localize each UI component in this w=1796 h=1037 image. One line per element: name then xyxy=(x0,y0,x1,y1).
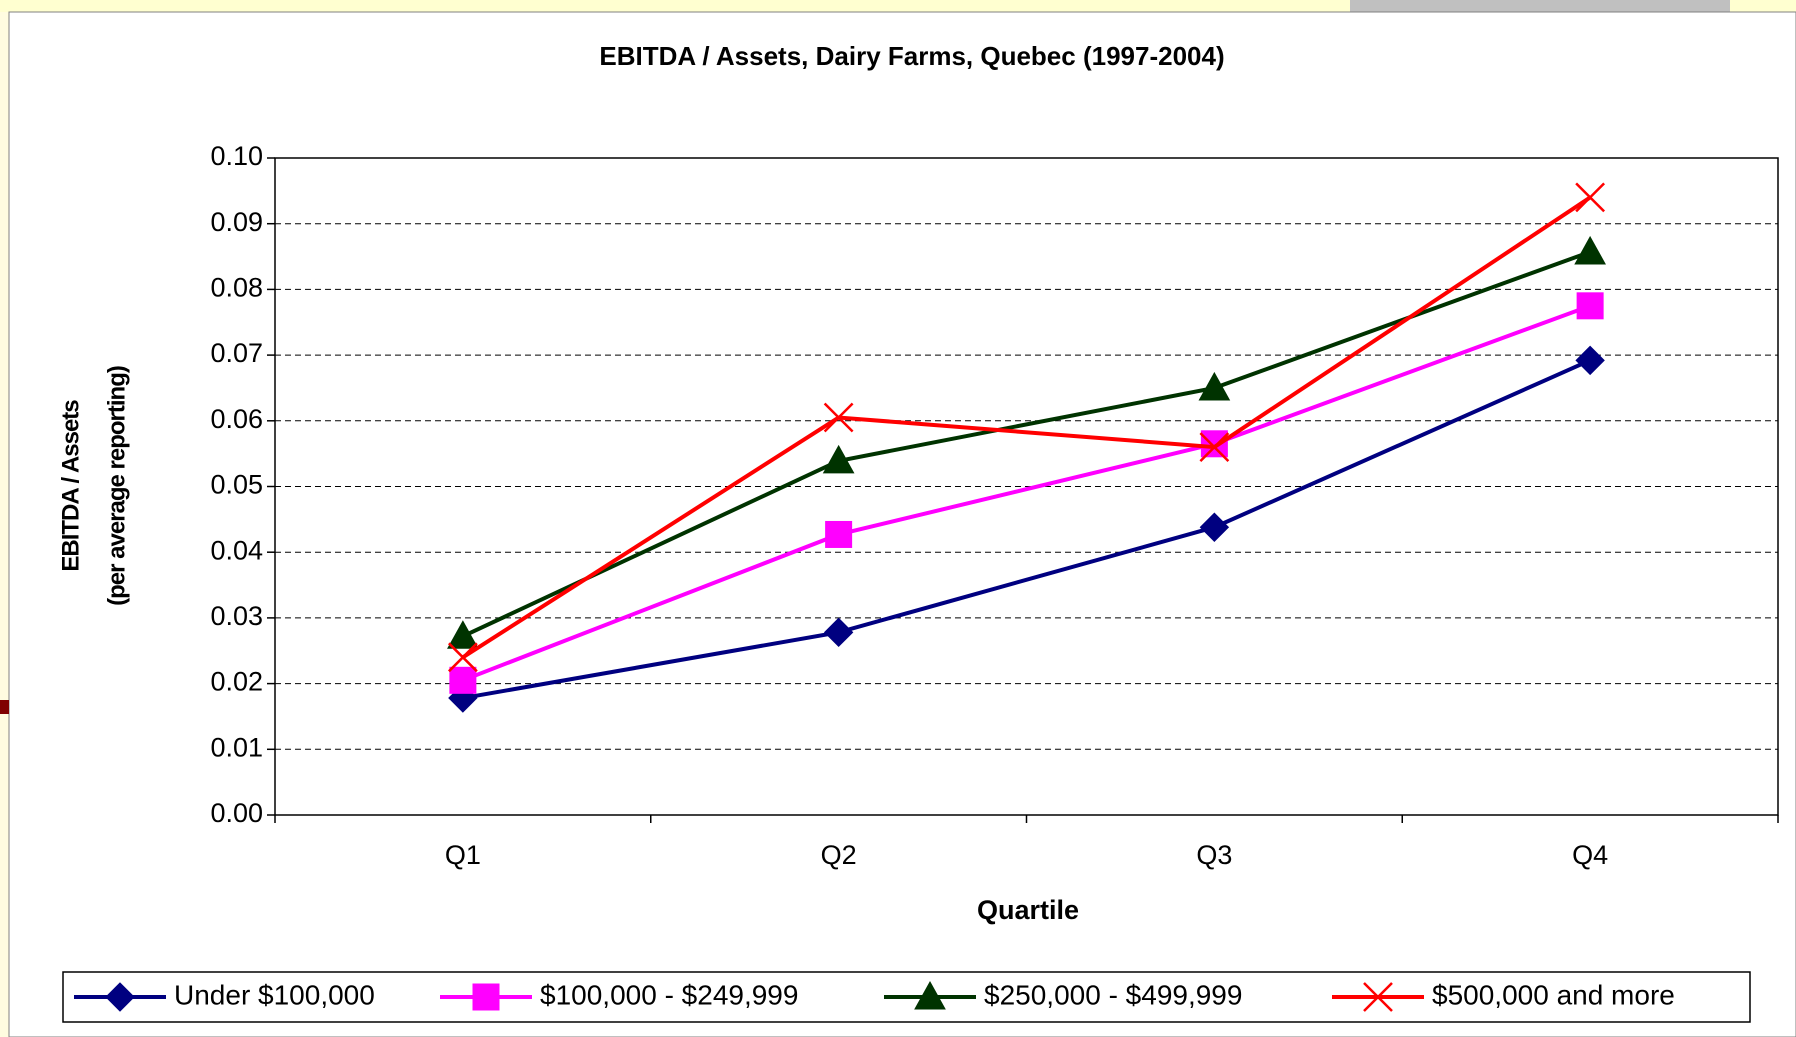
y-tick-label: 0.05 xyxy=(210,470,263,500)
legend-marker xyxy=(105,982,135,1012)
legend-marker xyxy=(1363,982,1393,1012)
data-point xyxy=(823,617,854,648)
legend-label: $100,000 - $249,999 xyxy=(540,979,798,1010)
y-axis-title: (per average reporting) xyxy=(103,366,130,606)
legend-label: Under $100,000 xyxy=(174,979,375,1010)
legend-marker xyxy=(472,983,500,1011)
legend-label: $250,000 - $499,999 xyxy=(984,979,1242,1010)
data-point xyxy=(1575,182,1606,213)
x-tick-label: Q3 xyxy=(1196,840,1232,870)
y-tick-label: 0.07 xyxy=(210,338,263,368)
y-tick-label: 0.08 xyxy=(210,273,263,303)
data-point xyxy=(447,642,478,673)
data-point xyxy=(1575,345,1605,376)
data-point xyxy=(449,666,477,694)
data-point xyxy=(1198,371,1231,401)
y-tick-label: 0.03 xyxy=(210,601,263,631)
y-tick-label: 0.06 xyxy=(210,404,263,434)
x-tick-label: Q4 xyxy=(1572,840,1608,870)
top-strip xyxy=(0,0,1796,12)
y-tick-label: 0.10 xyxy=(210,141,263,171)
y-tick-label: 0.00 xyxy=(210,798,263,828)
legend-marker xyxy=(914,980,946,1010)
series-line xyxy=(461,195,1592,660)
y-tick-label: 0.09 xyxy=(210,207,263,237)
y-tick-label: 0.01 xyxy=(210,732,263,762)
data-point xyxy=(1199,432,1230,462)
y-tick-label: 0.04 xyxy=(210,535,263,565)
data-point xyxy=(1199,512,1230,542)
data-point xyxy=(1576,292,1604,320)
x-tick-label: Q1 xyxy=(445,840,481,870)
legend-label: $500,000 and more xyxy=(1432,979,1675,1010)
x-axis-title: Quartile xyxy=(977,895,1079,925)
data-point xyxy=(825,520,853,548)
y-axis-title: EBITDA / Assets xyxy=(57,400,84,572)
slide-mark xyxy=(0,700,9,714)
data-point xyxy=(447,620,479,649)
series-line xyxy=(462,303,1591,683)
x-tick-label: Q2 xyxy=(821,840,857,870)
top-strip-gray xyxy=(1350,0,1730,12)
y-tick-label: 0.02 xyxy=(210,667,263,697)
data-point xyxy=(1574,235,1606,265)
data-point xyxy=(1200,430,1228,458)
chart-title: EBITDA / Assets, Dairy Farms, Quebec (19… xyxy=(599,41,1224,71)
series-line xyxy=(462,358,1591,701)
data-point xyxy=(822,444,855,474)
data-point xyxy=(823,402,854,433)
